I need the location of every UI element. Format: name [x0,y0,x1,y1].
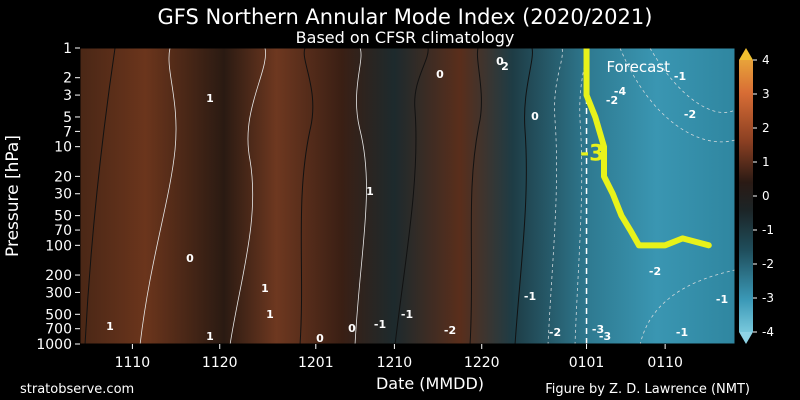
highlight-contour-label: -3 [580,141,604,166]
highlight-contour [583,48,712,249]
y-tick-label: 3 [63,88,72,104]
contour-label: 1 [206,92,214,105]
colorbar-tick-label: 3 [762,87,770,101]
contour-label: -1 [401,308,413,321]
contour-label: 1 [206,330,214,343]
heatmap-field [80,48,735,344]
x-tick-label: 0101 [569,355,605,371]
colorbar-bar [739,60,753,332]
y-tick-label: 70 [54,223,72,239]
contour-label: -2 [444,324,456,337]
colorbar-tick-label: 0 [762,189,770,203]
contour-label: 1 [261,282,269,295]
contour-label: 0 [436,68,444,81]
x-tick-label: 1110 [115,355,151,371]
contour-label: -1 [374,318,386,331]
contour-label: -2 [549,326,561,339]
contour-line [299,48,314,344]
y-tick-label: 100 [45,238,72,254]
contour-line [649,48,735,113]
contour-line [514,48,533,344]
contour-label: -1 [676,326,688,339]
colorbar-tick-label: -1 [762,223,774,237]
colorbar-tick-label: 2 [762,121,770,135]
footer-right: Figure by Z. D. Lawrence (NMT) [545,382,750,397]
y-tick-label: 1000 [36,337,72,353]
colorbar-tick-label: -2 [762,257,774,271]
contour-label: -3 [592,323,604,336]
contour-label: 0 [496,55,504,68]
x-tick-label: 1220 [464,355,500,371]
colorbar-bottom-extension [739,332,753,344]
colorbar: 4 3 2 1 0 -1 -2 -3 -4 [739,48,774,344]
contour-line [394,48,429,344]
y-tick-label: 30 [54,187,72,203]
y-tick-label: 1 [63,41,72,57]
footer-left: stratobserve.com [20,382,134,397]
x-tick-label: 0110 [647,355,683,371]
x-tick-label: 1210 [377,355,413,371]
colorbar-tick-label: 1 [762,155,770,169]
contour-label: -1 [524,290,536,303]
forecast-label: Forecast [607,58,671,76]
contour-line [354,48,367,344]
y-tick-label: 500 [45,307,72,323]
y-tick-label: 10 [54,140,72,156]
contour-label: 2 [501,60,509,73]
colorbar-tick-label: -4 [762,325,774,339]
contour-line [84,48,116,344]
colorbar-top-extension [739,48,753,60]
y-tick-label: 7 [63,124,72,140]
y-tick-label: 700 [45,322,72,338]
y-axis-label: Pressure [hPa] [3,135,23,257]
y-tick-label: 50 [54,209,72,225]
chart-subtitle: Based on CFSR climatology [296,28,515,47]
contour-line [547,48,563,344]
contour-label: 1 [366,185,374,198]
contour-label: -2 [649,265,661,278]
contour-label: 0 [348,322,356,335]
x-axis-label: Date (MMDD) [376,374,484,393]
y-tick-label: 300 [45,285,72,301]
y-tick-label: 200 [45,268,72,284]
contour-line [469,48,482,344]
contour-label: -1 [674,70,686,83]
contour-label: 0 [316,332,324,345]
contour-label: 0 [531,110,539,123]
contour-label: 0 [186,252,194,265]
contour-label: -2 [606,94,618,107]
x-tick-label: 1120 [202,355,238,371]
contour-label: 1 [266,308,274,321]
x-tick-label: 1201 [298,355,334,371]
chart-title: GFS Northern Annular Mode Index (2020/20… [158,5,653,29]
contour-label: -4 [614,85,627,98]
contour-line [229,48,266,344]
contour-label: -2 [709,38,721,51]
y-tick-label: 5 [63,110,72,126]
x-axis: 1110 1120 1201 1210 1220 0101 0110 [115,344,683,371]
plot-frame [79,47,736,345]
contour-label: -3 [599,330,611,343]
contour-line [619,48,735,143]
contour-label: 1 [106,320,114,333]
contour-line [139,48,177,344]
contour-label: -2 [684,108,696,121]
plot-area: Forecast -3 1 1 0 0 0 -1 -1 0 1 1 0 0 -1 -2 -2 -3 -2 -1 -1 -1… [79,38,736,345]
contour-line [639,269,735,344]
colorbar-tick-label: -3 [762,291,774,305]
colorbar-tick-label: 4 [762,53,770,67]
y-tick-label: 20 [54,169,72,185]
y-tick-label: 2 [63,71,72,87]
contour-label: -1 [716,293,728,306]
